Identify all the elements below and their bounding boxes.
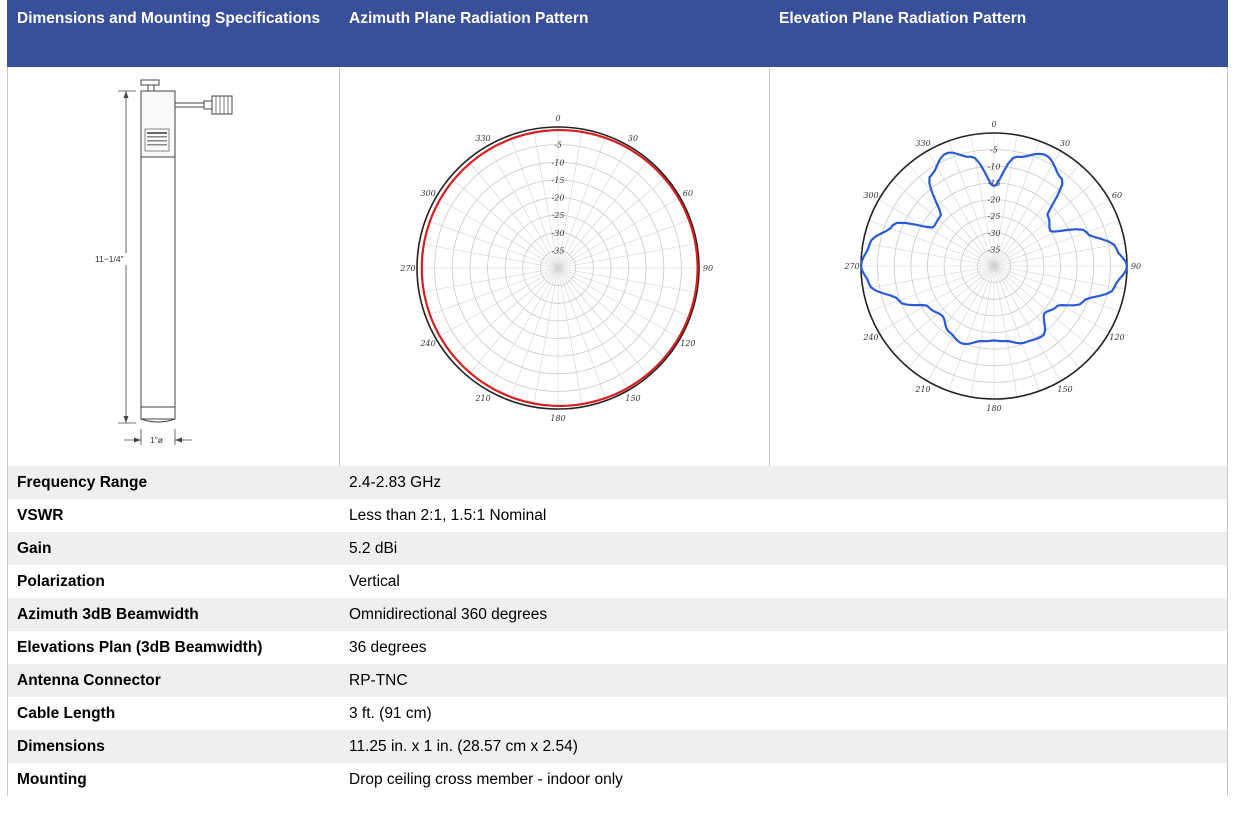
ring-label: -15 bbox=[988, 179, 1001, 188]
spec-row: Antenna Connector RP-TNC bbox=[7, 664, 1228, 697]
elevation-polar-chart: 0 30 60 90 120 150 180 210 240 270 300 330 -5 -10 -15 -… bbox=[844, 120, 1142, 413]
polar-grid bbox=[860, 132, 1128, 400]
polar-outer-ring bbox=[415, 126, 700, 410]
angle-label: 240 bbox=[863, 333, 879, 342]
spec-value: 36 degrees bbox=[349, 638, 427, 656]
spec-label: Gain bbox=[17, 539, 52, 557]
angle-label: 150 bbox=[1058, 385, 1073, 394]
spec-value: 11.25 in. x 1 in. (28.57 cm x 2.54) bbox=[349, 737, 578, 755]
ring-label: -30 bbox=[551, 229, 564, 238]
spec-row: Dimensions 11.25 in. x 1 in. (28.57 cm x … bbox=[7, 730, 1228, 763]
angle-label: 300 bbox=[420, 189, 435, 198]
azimuth-polar-chart: 0 30 60 90 120 150 180 210 240 270 300 330 -5 -10 -15 -… bbox=[399, 114, 713, 423]
ring-label: -20 bbox=[988, 196, 1001, 205]
ring-label: -20 bbox=[551, 194, 564, 203]
spec-label: Frequency Range bbox=[17, 473, 148, 491]
angle-label: 300 bbox=[864, 191, 879, 200]
ring-label: -25 bbox=[988, 212, 1001, 221]
polar-grid bbox=[416, 126, 700, 410]
angle-label: 330 bbox=[916, 139, 931, 148]
spec-label: Azimuth 3dB Beamwidth bbox=[17, 605, 199, 623]
ring-label: -35 bbox=[551, 246, 564, 255]
angle-label: 150 bbox=[625, 394, 640, 403]
spec-row: Frequency Range 2.4-2.83 GHz bbox=[7, 466, 1228, 499]
image-row: 11−1/4" 1"ø 0 30 60 90 120 150 180 210 240 270 300… bbox=[7, 67, 1228, 466]
spec-label: Polarization bbox=[17, 572, 105, 590]
elevation-chart-cell: 0 30 60 90 120 150 180 210 240 270 300 330 -5 -10 -15 -… bbox=[770, 67, 1227, 466]
spec-label: Elevations Plan (3dB Beamwidth) bbox=[17, 638, 263, 656]
ring-label: -10 bbox=[988, 162, 1001, 171]
spec-value: Less than 2:1, 1.5:1 Nominal bbox=[349, 506, 547, 524]
spec-value: Omnidirectional 360 degrees bbox=[349, 605, 548, 623]
radiation-trace bbox=[860, 151, 1129, 346]
spec-value: 5.2 dBi bbox=[349, 539, 398, 557]
header-elevation: Elevation Plane Radiation Pattern bbox=[779, 10, 1027, 27]
header-azimuth: Azimuth Plane Radiation Pattern bbox=[349, 10, 589, 27]
spec-value: 2.4-2.83 GHz bbox=[349, 473, 442, 491]
spec-sheet: Dimensions and Mounting Specifications A… bbox=[7, 0, 1228, 796]
angle-label: 330 bbox=[475, 134, 490, 143]
ring-label: -5 bbox=[554, 141, 562, 150]
ring-label: -5 bbox=[990, 146, 998, 155]
angle-label: 30 bbox=[628, 134, 638, 143]
spec-row: Cable Length 3 ft. (91 cm) bbox=[7, 697, 1228, 730]
spec-value: 3 ft. (91 cm) bbox=[349, 704, 432, 722]
angle-label: 60 bbox=[1112, 191, 1122, 200]
ring-label: -35 bbox=[988, 245, 1001, 254]
angle-label: 60 bbox=[683, 189, 693, 198]
header-dimensions: Dimensions and Mounting Specifications bbox=[17, 10, 321, 27]
angle-label: 120 bbox=[1110, 333, 1125, 342]
spec-label: VSWR bbox=[17, 506, 64, 524]
spec-row: Gain 5.2 dBi bbox=[7, 532, 1228, 565]
ring-label: -25 bbox=[551, 211, 564, 220]
angle-label: 210 bbox=[474, 394, 490, 403]
angle-label: 210 bbox=[915, 385, 931, 394]
spec-table: Frequency Range 2.4-2.83 GHz VSWR Less than… bbox=[7, 466, 1228, 796]
spec-row: Azimuth 3dB Beamwidth Omnidirectional 360… bbox=[7, 598, 1228, 631]
height-dimension-label: 11−1/4" bbox=[95, 254, 124, 264]
antenna-drawing-cell: 11−1/4" 1"ø bbox=[8, 67, 340, 466]
spec-row: Elevations Plan (3dB Beamwidth) 36 degree… bbox=[7, 631, 1228, 664]
spec-row: Mounting Drop ceiling cross member - indo… bbox=[7, 763, 1228, 796]
spec-label: Cable Length bbox=[17, 704, 116, 722]
angle-label: 90 bbox=[1131, 262, 1141, 271]
spec-row: VSWR Less than 2:1, 1.5:1 Nominal bbox=[7, 499, 1228, 532]
angle-label: 270 bbox=[399, 264, 415, 273]
antenna-dimension-drawing: 11−1/4" 1"ø bbox=[93, 79, 233, 445]
angle-label: 0 bbox=[992, 120, 997, 129]
ring-label: -10 bbox=[551, 158, 564, 167]
spec-label: Dimensions bbox=[17, 737, 105, 755]
ring-label: -30 bbox=[988, 229, 1001, 238]
angle-label: 180 bbox=[550, 414, 565, 423]
angle-label: 0 bbox=[555, 114, 560, 123]
spec-row: Polarization Vertical bbox=[7, 565, 1228, 598]
angle-label: 30 bbox=[1060, 139, 1070, 148]
angle-label: 180 bbox=[987, 404, 1002, 413]
diameter-dimension-label: 1"ø bbox=[150, 435, 163, 445]
radiation-trace bbox=[420, 128, 699, 407]
table-header: Dimensions and Mounting Specifications A… bbox=[7, 0, 1228, 67]
spec-value: Drop ceiling cross member - indoor only bbox=[349, 770, 623, 788]
angle-label: 90 bbox=[703, 264, 713, 273]
angle-label: 270 bbox=[844, 262, 860, 271]
spec-label: Antenna Connector bbox=[17, 671, 161, 689]
spec-label: Mounting bbox=[17, 770, 87, 788]
angle-label: 240 bbox=[419, 339, 435, 348]
ring-label: -15 bbox=[551, 176, 564, 185]
angle-label: 120 bbox=[680, 339, 695, 348]
spec-value: RP-TNC bbox=[349, 671, 408, 689]
spec-value: Vertical bbox=[349, 572, 400, 590]
azimuth-chart-cell: 0 30 60 90 120 150 180 210 240 270 300 330 -5 -10 -15 -… bbox=[340, 67, 771, 466]
